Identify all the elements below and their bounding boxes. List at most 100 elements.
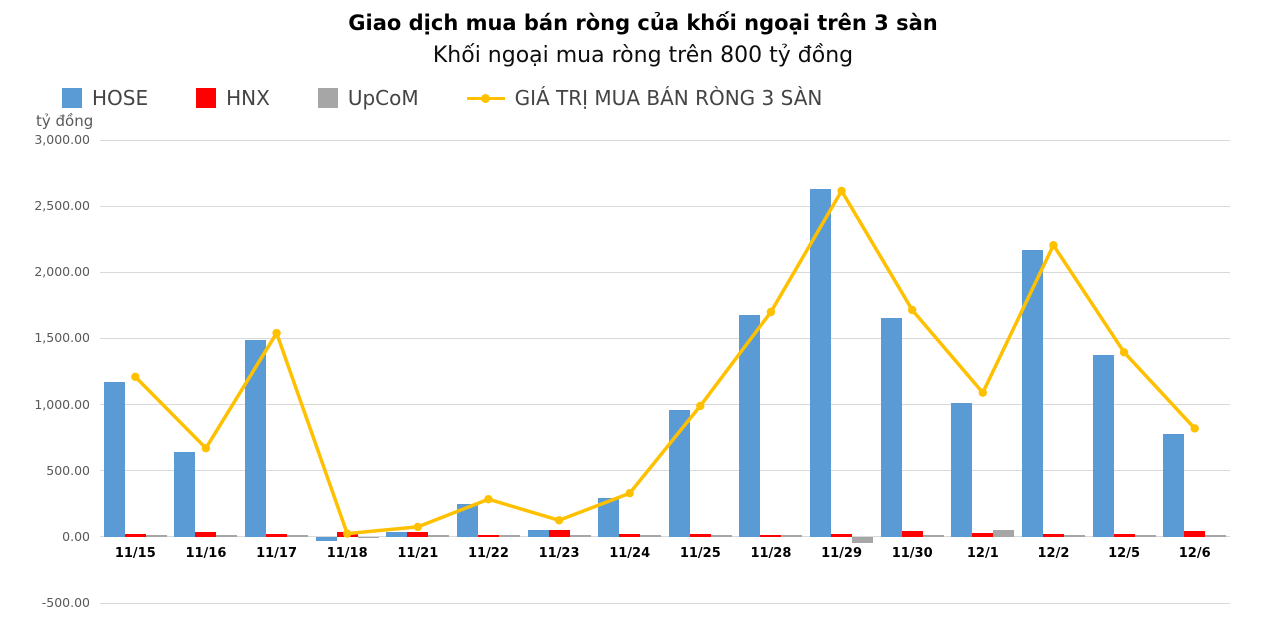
bar-upcom xyxy=(216,535,238,537)
bar-hose xyxy=(1163,433,1185,537)
x-tick-label: 12/6 xyxy=(1178,545,1211,561)
bar-hnx xyxy=(1184,530,1206,537)
legend-item-hnx: HNX xyxy=(196,86,270,110)
gridline xyxy=(100,205,1230,207)
line-marker xyxy=(625,489,634,498)
x-tick-label: 12/2 xyxy=(1037,545,1070,561)
x-tick-label: 11/24 xyxy=(609,545,651,561)
bar-hose xyxy=(880,317,902,537)
legend-swatch-square xyxy=(62,88,82,108)
bar-hnx xyxy=(266,533,288,537)
line-marker xyxy=(696,401,705,411)
bar-upcom xyxy=(1134,535,1156,537)
bar-hose xyxy=(386,532,408,537)
bar-hnx xyxy=(689,534,711,537)
net-line xyxy=(133,189,1197,536)
legend-swatch-square xyxy=(317,88,338,108)
bar-hnx xyxy=(901,530,923,537)
bar-hose xyxy=(810,188,832,537)
bar-hose xyxy=(1021,249,1043,537)
line-marker xyxy=(1049,241,1058,250)
bar-upcom xyxy=(357,536,379,539)
x-tick-label: 12/5 xyxy=(1108,545,1140,561)
bar-hose xyxy=(1092,354,1114,537)
x-tick-label: 11/17 xyxy=(256,545,298,561)
x-tick-label: 11/18 xyxy=(326,545,368,561)
legend-label: UpCoM xyxy=(347,86,419,110)
bar-upcom xyxy=(569,535,591,537)
bar-upcom xyxy=(781,535,803,537)
net-line-layer xyxy=(131,186,1199,538)
bar-hnx xyxy=(1113,534,1135,537)
legend-label: HOSE xyxy=(92,86,149,110)
y-tick-label: 2,000.00 xyxy=(34,264,90,280)
line-marker xyxy=(837,186,846,196)
line-marker xyxy=(201,444,211,453)
gridline xyxy=(100,404,1230,406)
bar-upcom xyxy=(1205,535,1227,537)
bar-hose xyxy=(668,409,690,537)
line-marker xyxy=(272,328,281,338)
legend-item-hose: HOSE xyxy=(62,86,148,110)
bar-hose xyxy=(739,315,761,537)
gridline xyxy=(100,139,1230,141)
line-marker xyxy=(413,522,422,532)
bar-hnx xyxy=(124,534,146,537)
x-tick-label: 11/29 xyxy=(821,545,863,561)
y-tick-label: 500.00 xyxy=(46,462,90,478)
bar-upcom xyxy=(922,535,944,537)
bar-upcom xyxy=(710,535,732,537)
bar-hnx xyxy=(407,532,429,537)
bar-hose xyxy=(174,452,196,537)
legend: HOSE HNX UpCoM GIÁ TRỊ MUA BÁN RÒNG 3 SÀN xyxy=(62,84,822,112)
bar-hnx xyxy=(1042,533,1064,537)
plot-area: 11/15 11/16 11/17 11/18 11/21 11/22 11/23 11/24… xyxy=(100,139,1230,604)
gridline xyxy=(100,271,1230,273)
x-tick-label: 11/23 xyxy=(538,545,580,561)
x-tick-label: 11/15 xyxy=(114,545,156,561)
bar-hnx xyxy=(195,532,217,537)
gridline xyxy=(100,337,1230,339)
bar-hnx xyxy=(972,532,994,537)
y-tick-label: -500.00 xyxy=(41,595,90,610)
gridline xyxy=(100,536,1230,538)
y-tick-label: 0.00 xyxy=(62,528,90,544)
chart-title: Giao dịch mua bán ròng của khối ngoại tr… xyxy=(348,11,938,35)
line-marker xyxy=(554,516,564,525)
x-tick-label: 12/1 xyxy=(966,545,999,561)
bar-hnx xyxy=(831,534,853,537)
line-marker xyxy=(1190,424,1199,433)
gridline xyxy=(100,602,1230,604)
legend-label: GIÁ TRỊ MUA BÁN RÒNG 3 SÀN xyxy=(514,86,823,110)
y-tick-label: 2,500.00 xyxy=(34,198,90,214)
bar-hnx xyxy=(548,529,570,537)
bar-upcom xyxy=(852,536,874,543)
bar-hose xyxy=(456,503,478,537)
line-marker xyxy=(978,388,987,397)
x-tick-label: 11/30 xyxy=(891,545,933,561)
axis-unit-label: tỷ đồng xyxy=(36,112,94,130)
gridline xyxy=(100,470,1230,472)
line-marker xyxy=(908,305,917,315)
y-tick-label: 3,000.00 xyxy=(34,132,90,147)
bar-upcom xyxy=(428,535,450,537)
chart-subtitle: Khối ngoại mua ròng trên 800 tỷ đồng xyxy=(432,43,854,68)
bar-hose xyxy=(245,339,267,537)
y-tick-label: 1,000.00 xyxy=(34,396,90,412)
x-tick-label: 11/25 xyxy=(679,545,721,561)
bar-upcom xyxy=(287,535,309,537)
legend-swatch-line xyxy=(466,93,505,103)
bar-upcom xyxy=(498,535,520,537)
x-tick-label: 11/28 xyxy=(750,545,792,561)
bar-hose xyxy=(951,403,973,537)
legend-item-net-line: GIÁ TRỊ MUA BÁN RÒNG 3 SÀN xyxy=(466,86,823,110)
bar-hose xyxy=(315,536,337,542)
y-tick-label: 1,500.00 xyxy=(34,330,90,346)
line-marker xyxy=(131,372,140,381)
x-tick-label: 11/22 xyxy=(467,545,509,561)
legend-label: HNX xyxy=(226,86,270,110)
line-marker xyxy=(343,529,352,538)
bar-hnx xyxy=(619,533,641,537)
bar-upcom xyxy=(993,530,1015,537)
